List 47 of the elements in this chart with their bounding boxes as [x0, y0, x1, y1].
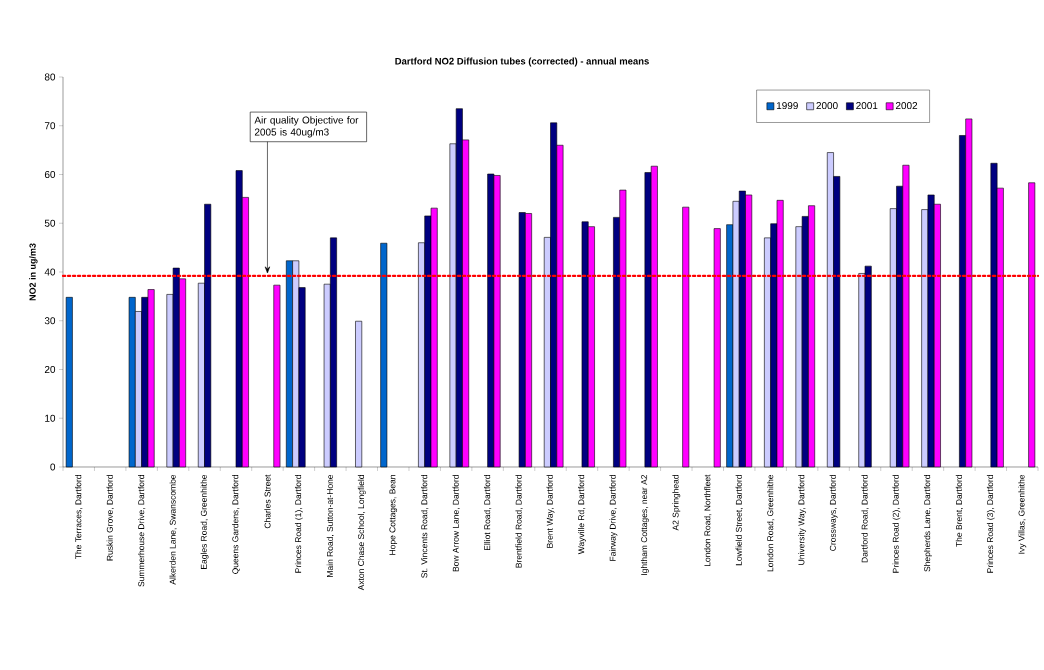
x-tick-label: Eagles Road, Greenhithe	[200, 474, 209, 569]
x-tick-label: Princes Road (1), Dartford	[294, 475, 303, 573]
legend-label: 2000	[816, 102, 838, 110]
x-tick-label: Queens Gardens, Dartford	[232, 475, 240, 574]
x-tick-label: Princes Road (3), Dartford	[986, 475, 995, 573]
x-tick-label: Bow Arrow Lane, Dartford	[452, 475, 460, 572]
y-tick-label: 30	[44, 317, 56, 325]
x-tick-label: Brent Way, Dartford	[546, 475, 555, 548]
x-tick-label: University Way, Dartford	[798, 475, 807, 565]
y-tick-label: 10	[45, 414, 56, 422]
y-tick-label: 20	[44, 365, 56, 374]
x-tick-label: Princes Road (2), Dartford	[892, 475, 901, 573]
y-tick-label: 70	[44, 122, 56, 130]
legend-label: 2002	[895, 102, 918, 110]
legend-label: 2001	[856, 102, 878, 110]
x-tick-label: The Terraces, Dartford	[75, 475, 83, 560]
y-tick-label: 80	[44, 73, 56, 81]
x-tick-label: Lowfield Street, Dartford	[735, 475, 743, 566]
x-tick-label: Dartford Road, Dartford	[861, 475, 869, 563]
x-tick-label: Ivy Villas, Greenhithe	[1018, 474, 1027, 554]
x-tick-label: Shepherds Lane, Dartford	[923, 475, 932, 572]
x-tick-label: Elliot Road, Dartford	[483, 475, 492, 551]
x-tick-label: London Road, Greenhithe	[767, 474, 775, 572]
x-tick-label: Ruskin Grove, Dartford	[106, 475, 114, 561]
chart-title: Dartford NO2 Diffusion tubes (corrected) - annual means	[395, 57, 649, 67]
y-tick-label: 60	[44, 170, 56, 179]
x-tick-label: St. Vincents Road, Dartford	[421, 475, 429, 578]
x-tick-label: Alkerden Lane, Swanscombe	[169, 474, 177, 585]
x-tick-label: A2 Springhead	[672, 475, 681, 531]
x-tick-label: Main Road, Sutton-at-Hone	[326, 474, 334, 577]
x-tick-label: Summerhouse Drive, Dartford	[138, 475, 146, 587]
x-tick-label: London Road, Northfleet	[704, 474, 712, 567]
x-tick-label: Charles Street	[264, 474, 271, 529]
x-tick-label: Hope Cottages, Bean	[389, 475, 398, 555]
y-tick-label: 40	[44, 268, 56, 276]
legend-label: 1999	[776, 102, 798, 110]
x-tick-label: Axton Chase School, Longfield	[357, 475, 366, 591]
annotation: Air quality Objective for 2005 is 40ug/m3	[254, 116, 359, 138]
y-tick-label: 0	[50, 463, 56, 471]
x-tick-label: Brentfield Road, Dartford	[515, 475, 523, 568]
y-axis-title: NO2 in ug/m3	[29, 243, 38, 301]
x-tick-label: Ightham Cottages, near A2	[640, 474, 649, 575]
x-tick-label: Fairway Drive, Dartford	[609, 475, 618, 561]
y-tick-label: 50	[44, 219, 56, 227]
x-tick-label: Wayville Rd, Dartford	[578, 475, 586, 555]
x-tick-label: Crossways, Dartford	[829, 475, 838, 551]
x-tick-label: The Brent, Dartford	[955, 475, 963, 547]
